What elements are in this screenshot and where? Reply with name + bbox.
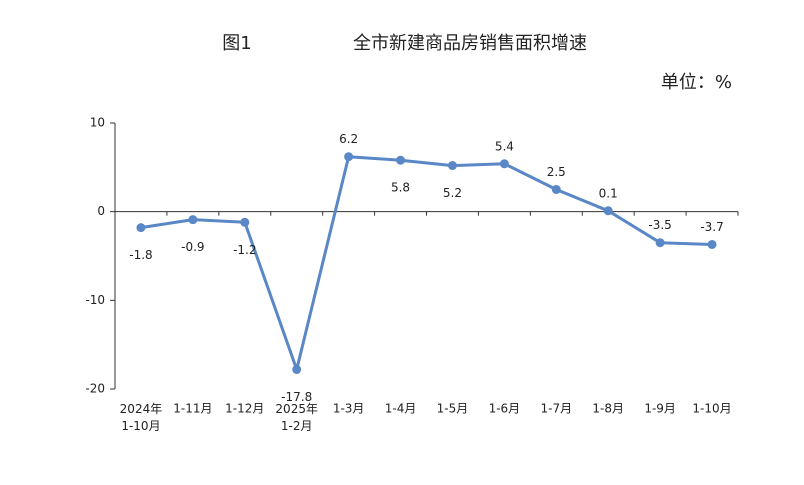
data-point: [188, 215, 198, 225]
y-tick-label: 10: [90, 116, 105, 130]
x-tick-label: 1-3月: [333, 402, 365, 416]
data-label: -3.5: [648, 218, 671, 232]
x-tick-label: 1-9月: [644, 402, 676, 416]
data-point: [707, 239, 717, 249]
data-point: [344, 152, 354, 162]
data-label: -1.2: [233, 243, 256, 257]
chart-title: 全市新建商品房销售面积增速: [353, 33, 587, 54]
data-point: [240, 217, 250, 227]
data-label: 0.1: [599, 186, 618, 200]
x-tick-label: 1-10月: [692, 402, 731, 416]
data-point: [396, 155, 406, 165]
data-point: [499, 159, 509, 169]
data-label: -0.9: [181, 240, 204, 254]
data-label: 5.8: [391, 181, 410, 195]
data-point: [655, 238, 665, 248]
data-label: 5.2: [443, 186, 462, 200]
y-tick-label: 0: [97, 204, 105, 218]
data-label: -3.7: [700, 220, 723, 234]
unit-label: 单位：%: [661, 72, 732, 93]
data-label: 5.4: [495, 139, 514, 153]
x-tick-label: 1-12月: [225, 402, 264, 416]
y-tick-label: -10: [85, 293, 105, 307]
data-label: 6.2: [339, 132, 358, 146]
x-tick-label: 1-8月: [592, 402, 624, 416]
x-tick-label: 2025年 1-2月: [275, 402, 318, 433]
x-tick-label: 1-6月: [489, 402, 521, 416]
data-label: -17.8: [281, 390, 312, 404]
x-tick-label: 1-7月: [540, 402, 572, 416]
data-point: [603, 206, 613, 216]
y-tick-label: -20: [85, 382, 105, 396]
x-tick-label: 2024年 1-10月: [120, 402, 163, 433]
x-tick-label: 1-5月: [437, 402, 469, 416]
data-label: -1.8: [129, 248, 152, 262]
x-tick-label: 1-4月: [385, 402, 417, 416]
data-point: [551, 185, 561, 194]
data-line: [140, 155, 713, 371]
data-point: [292, 364, 302, 374]
data-point: [447, 161, 457, 171]
data-point: [136, 223, 146, 233]
figure-label: 图1: [222, 33, 251, 54]
data-label: 2.5: [547, 165, 566, 179]
x-tick-label: 1-11月: [173, 402, 212, 416]
